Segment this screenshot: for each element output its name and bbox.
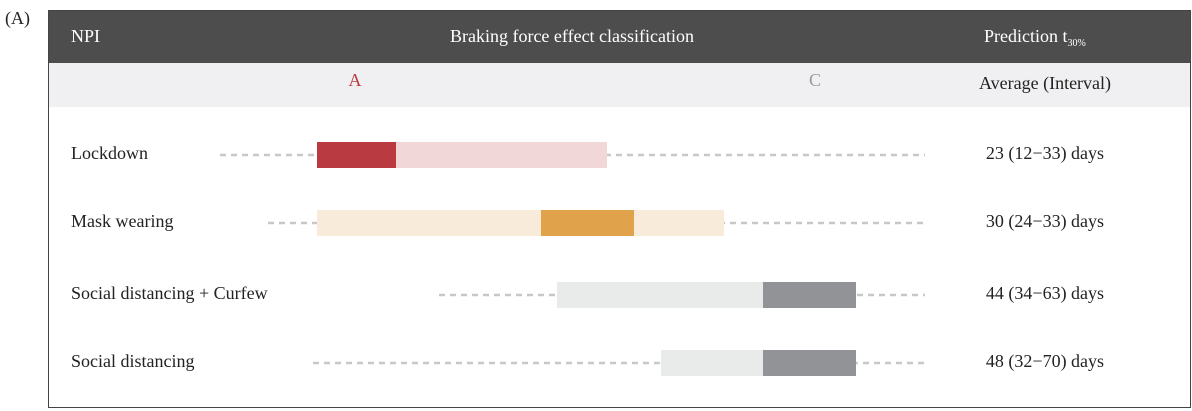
- average-bar: [763, 282, 856, 308]
- interval-bar: [317, 210, 724, 236]
- header-classification: Braking force effect classification: [450, 26, 694, 46]
- average-bar: [317, 142, 396, 168]
- average-bar: [763, 350, 856, 376]
- header-prediction: Prediction t30%: [984, 26, 1086, 49]
- prediction: 48 (32−70) days: [986, 351, 1104, 372]
- header-npi: NPI: [71, 26, 100, 46]
- class-c: C: [809, 70, 821, 90]
- npi-label: Mask wearing: [71, 211, 173, 231]
- prediction: 44 (34−63) days: [986, 283, 1104, 304]
- average-bar: [541, 210, 634, 236]
- npi-label: Lockdown: [71, 143, 148, 163]
- prediction: 23 (12−33) days: [986, 143, 1104, 164]
- subheader-bar: [49, 63, 1190, 107]
- class-a: A: [349, 70, 362, 90]
- header-bar: [49, 11, 1190, 63]
- npi-label: Social distancing: [71, 351, 194, 371]
- prediction: 30 (24−33) days: [986, 211, 1104, 232]
- panel-label: (A): [5, 8, 30, 29]
- npi-label: Social distancing + Curfew: [71, 283, 268, 303]
- prediction-label: Prediction t: [984, 26, 1068, 46]
- prediction-subscript: 30%: [1068, 38, 1086, 49]
- average-label: Average (Interval): [979, 73, 1111, 94]
